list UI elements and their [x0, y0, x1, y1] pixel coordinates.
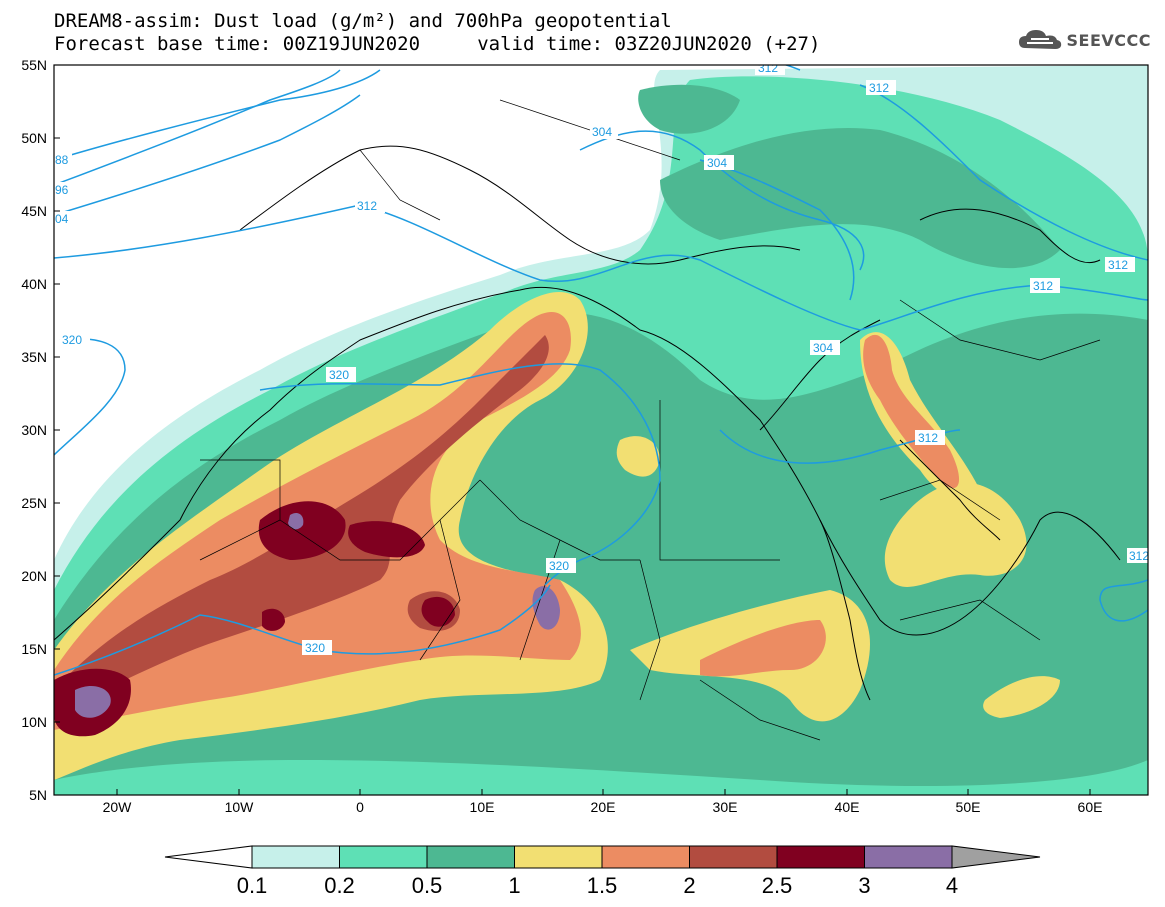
- lat-label: 50N: [21, 130, 47, 146]
- contour-label: 88: [55, 153, 69, 167]
- colorbar: 0.1 0.2 0.5 1 1.5 2 2.5 3 4: [164, 845, 1041, 898]
- dust-mali-east: [348, 521, 425, 558]
- map-title-line1: DREAM8-assim: Dust load (g/m²) and 700hP…: [54, 10, 672, 32]
- colorbar-segment: [601, 845, 690, 869]
- dust-niger: [421, 596, 455, 627]
- lat-label: 10N: [21, 714, 47, 730]
- contour-label: 04: [55, 212, 69, 226]
- lat-label: 40N: [21, 276, 47, 292]
- contour-label: 304: [592, 125, 612, 139]
- lon-label: 20W: [103, 799, 133, 815]
- lon-label: 20E: [591, 799, 616, 815]
- longitude-labels: 20W 10W 0 10E 20E 30E 40E 50E 60E: [103, 799, 1103, 815]
- colorbar-label: 0.1: [237, 873, 268, 898]
- dust-west-mali: [262, 608, 285, 631]
- colorbar-segment: [514, 845, 603, 869]
- seevccc-logo: SEEVCCC: [1017, 28, 1152, 52]
- dust-libya: [616, 436, 660, 477]
- dust-band-caspian: [660, 128, 1060, 269]
- dust-coast-core: [75, 685, 111, 718]
- contour-label-group: 312 304 304 312 312 312 304 312 320 320 …: [54, 61, 1149, 655]
- contour-label: 304: [813, 341, 833, 355]
- lat-label: 35N: [21, 349, 47, 365]
- axis-ticks: [54, 64, 1091, 795]
- lon-label: 30E: [713, 799, 738, 815]
- contour-label: 96: [55, 183, 69, 197]
- dust-iraq-core: [863, 334, 960, 489]
- contour-label: 312: [1129, 549, 1149, 563]
- lat-label: 5N: [29, 787, 47, 803]
- colorbar-label: 0.2: [324, 873, 355, 898]
- cloud-icon: [1018, 30, 1061, 49]
- contour-label: 320: [305, 641, 325, 655]
- lon-label: 10W: [225, 799, 255, 815]
- colorbar-arrow-low: [164, 845, 253, 869]
- lon-label: 0: [356, 799, 364, 815]
- logo-text: SEEVCCC: [1066, 30, 1151, 50]
- dust-mali-core: [288, 513, 304, 530]
- colorbar-segment: [251, 845, 340, 869]
- contour-label: 320: [329, 368, 349, 382]
- colorbar-segment: [776, 845, 865, 869]
- colorbar-segment: [864, 845, 953, 869]
- colorbar-arrow-high: [951, 845, 1041, 869]
- lat-label: 30N: [21, 422, 47, 438]
- dust-level-3: [532, 586, 560, 630]
- colorbar-label: 1.5: [587, 873, 618, 898]
- dust-level-2.5: [258, 501, 346, 560]
- lat-label: 25N: [21, 495, 47, 511]
- colorbar-label: 1: [508, 873, 520, 898]
- map-title-line2: Forecast base time: 00Z19JUN2020 valid t…: [54, 33, 821, 55]
- dust-level-2: [54, 335, 549, 710]
- lon-label: 10E: [470, 799, 495, 815]
- dust-red-sea: [700, 620, 826, 677]
- contour-label: 320: [549, 559, 569, 573]
- contour-label: 304: [707, 156, 727, 170]
- contour-label: 312: [758, 61, 778, 75]
- colorbar-label: 3: [858, 873, 870, 898]
- lon-label: 50E: [956, 799, 981, 815]
- colorbar-label: 0.5: [412, 873, 443, 898]
- lat-label: 55N: [21, 57, 47, 73]
- dust-band-europe: [638, 84, 740, 134]
- colorbar-segment: [426, 845, 515, 869]
- colorbar-segment: [689, 845, 778, 869]
- contour-label: 312: [1108, 258, 1128, 272]
- contour-label: 320: [62, 333, 82, 347]
- dust-arabia: [884, 482, 1027, 587]
- latitude-labels: 55N 50N 45N 40N 35N 30N 25N 20N 15N 10N …: [21, 57, 47, 803]
- colorbar-label: 2: [683, 873, 695, 898]
- lon-label: 40E: [835, 799, 860, 815]
- colorbar-label: 4: [946, 873, 958, 898]
- contour-label: 312: [357, 199, 377, 213]
- contour-label: 312: [869, 81, 889, 95]
- contour-label: 312: [1033, 279, 1053, 293]
- lon-label: 60E: [1078, 799, 1103, 815]
- dust-somalia: [983, 676, 1060, 718]
- coastlines: [54, 145, 1121, 701]
- lat-label: 15N: [21, 641, 47, 657]
- map-plot-area: 312 304 304 312 312 312 304 312 320 320 …: [54, 61, 1149, 795]
- geopotential-contours: [54, 65, 1148, 676]
- colorbar-label: 2.5: [762, 873, 793, 898]
- lat-label: 45N: [21, 203, 47, 219]
- colorbar-segment: [339, 845, 428, 869]
- contour-label: 312: [918, 431, 938, 445]
- lat-label: 20N: [21, 568, 47, 584]
